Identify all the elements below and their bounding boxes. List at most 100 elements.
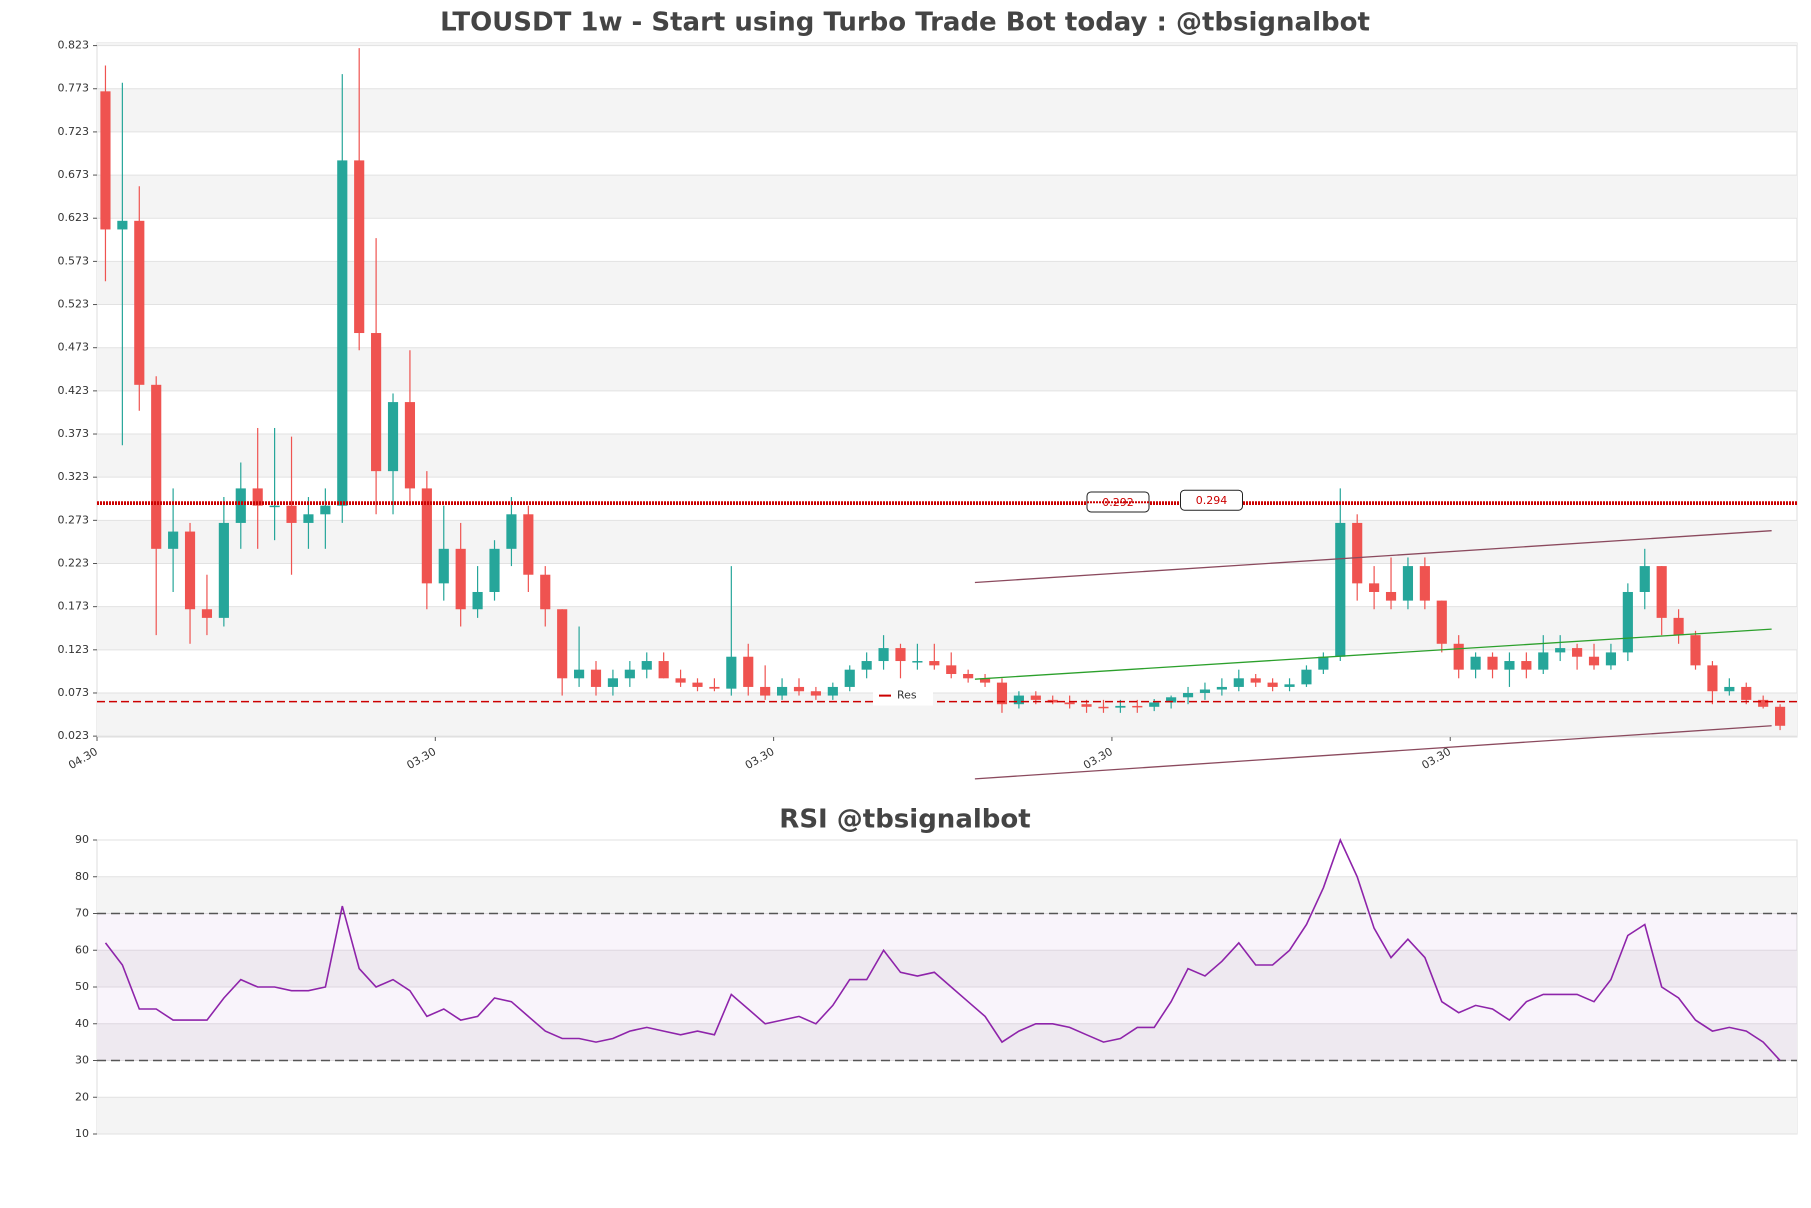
- candle-body: [1115, 705, 1126, 708]
- candle-body: [218, 522, 229, 618]
- candle-body: [1538, 652, 1549, 670]
- band: [97, 950, 1797, 987]
- candle-body: [1352, 522, 1363, 584]
- candle-body: [692, 682, 703, 687]
- y-tick-label: 0.823: [58, 39, 90, 52]
- candle-body: [151, 384, 162, 549]
- candle-body: [1453, 643, 1464, 670]
- band: [97, 175, 1797, 219]
- candle-body: [878, 648, 889, 662]
- candle-body: [1013, 695, 1024, 705]
- candle-body: [996, 682, 1008, 705]
- candle-body: [540, 574, 551, 610]
- candle-body: [455, 548, 466, 610]
- y-tick-label: 10: [75, 1127, 89, 1140]
- candle-body: [252, 488, 263, 506]
- candle-body: [506, 514, 517, 549]
- candle-body: [1250, 678, 1261, 683]
- y-tick-label: 0.423: [58, 384, 90, 397]
- band: [97, 347, 1797, 391]
- candle-body: [1132, 705, 1143, 708]
- y-tick-label: 0.523: [58, 298, 90, 311]
- candle-body: [134, 220, 145, 385]
- candle-body: [946, 665, 957, 674]
- candle-body: [1572, 648, 1583, 657]
- band: [97, 692, 1797, 737]
- y-tick-label: 0.573: [58, 254, 90, 267]
- candle-body: [269, 505, 280, 508]
- candle-body: [371, 333, 382, 472]
- candle-body: [1166, 697, 1177, 703]
- candle-body: [100, 91, 111, 230]
- band: [97, 434, 1797, 478]
- y-tick-label: 0.073: [58, 686, 90, 699]
- candle-body: [1199, 689, 1211, 693]
- trend-line: [974, 725, 1772, 780]
- candle-body: [438, 548, 449, 584]
- candle-body: [1690, 635, 1701, 666]
- candle-body: [523, 514, 534, 575]
- candle-body: [1741, 686, 1752, 700]
- candle-body: [1318, 656, 1329, 670]
- y-tick-label: 0.323: [58, 470, 90, 483]
- candle-body: [1335, 522, 1346, 657]
- candle-body: [1724, 686, 1735, 692]
- level-label-box: [1180, 489, 1243, 511]
- candle-body: [810, 691, 821, 696]
- candle-body: [1385, 591, 1397, 601]
- candle-body: [1673, 617, 1684, 636]
- legend-label: Res: [897, 689, 917, 702]
- legend-box: [873, 685, 933, 706]
- band: [97, 876, 1797, 914]
- candle-body: [1369, 583, 1380, 592]
- band: [97, 1023, 1797, 1061]
- band: [97, 606, 1797, 650]
- candle-body: [658, 661, 669, 679]
- candle-body: [235, 488, 246, 523]
- x-tick-label: 03.30: [405, 745, 439, 772]
- candle-body: [168, 531, 179, 549]
- y-tick-label: 0.623: [58, 211, 90, 224]
- candle-body: [1707, 665, 1718, 692]
- y-tick-label: 0.373: [58, 427, 90, 440]
- candle-body: [1487, 656, 1498, 670]
- level-label: 0.294: [1196, 494, 1228, 507]
- candle-body: [387, 402, 399, 472]
- candle-body: [861, 661, 872, 670]
- y-tick-label: 80: [75, 870, 89, 883]
- candle-body: [675, 678, 686, 683]
- candle-body: [844, 669, 855, 687]
- y-tick-label: 50: [75, 980, 89, 993]
- x-tick-label: 03.30: [1081, 745, 1115, 772]
- candle-body: [929, 661, 940, 666]
- candle-body: [1436, 600, 1447, 644]
- rsi-title: RSI @tbsignalbot: [779, 805, 1030, 835]
- band: [97, 520, 1797, 564]
- candle-body: [607, 678, 618, 687]
- candle-body: [404, 402, 416, 489]
- candle-body: [472, 591, 483, 610]
- band: [97, 43, 1797, 46]
- candle-body: [1267, 682, 1278, 687]
- candle-body: [1301, 669, 1312, 685]
- candle-body: [1605, 652, 1617, 666]
- band: [97, 1097, 1797, 1134]
- candle-body: [201, 609, 213, 618]
- candle-body: [1182, 692, 1194, 698]
- candle-body: [743, 656, 754, 687]
- candle-body: [303, 514, 314, 523]
- candle-body: [489, 548, 500, 592]
- candle-body: [286, 505, 297, 523]
- candle-body: [1521, 661, 1532, 670]
- y-tick-label: 0.023: [58, 729, 90, 742]
- candle-body: [1470, 656, 1481, 670]
- candle-body: [1030, 695, 1041, 700]
- candle-body: [1758, 699, 1769, 707]
- y-tick-label: 90: [75, 833, 89, 846]
- candle-body: [1639, 566, 1650, 592]
- candle-body: [574, 669, 585, 679]
- candle-body: [1504, 661, 1515, 670]
- candle-body: [1216, 686, 1227, 690]
- candle-body: [709, 686, 720, 689]
